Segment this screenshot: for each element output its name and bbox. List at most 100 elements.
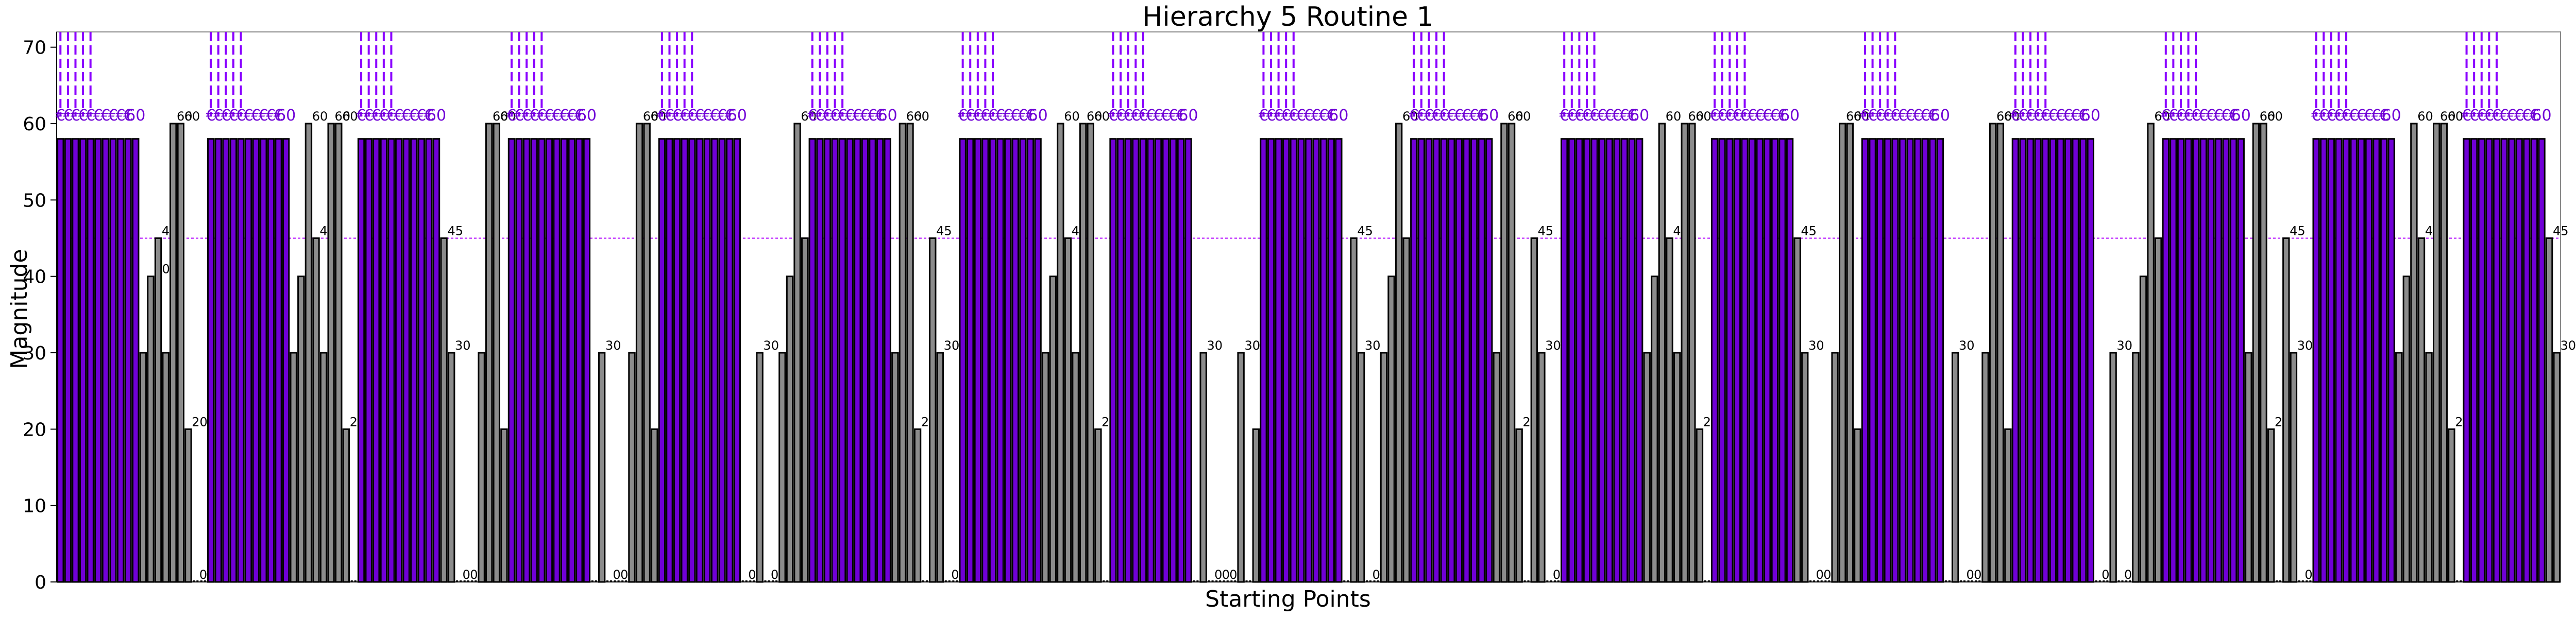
data-label: 30 xyxy=(605,338,621,353)
bar xyxy=(1387,276,1395,583)
bar xyxy=(778,352,786,583)
selected-bar xyxy=(2064,138,2072,583)
selected-bar xyxy=(846,138,854,583)
purple-data-label: € xyxy=(244,107,253,125)
purple-data-label: € xyxy=(1860,107,1870,125)
selected-bar xyxy=(57,138,64,583)
purple-data-label: € xyxy=(2221,107,2231,125)
purple-data-label: € xyxy=(1274,107,1283,125)
purple-data-label: € xyxy=(1748,107,1757,125)
purple-data-label: € xyxy=(2342,107,2351,125)
data-label: 60 xyxy=(500,109,516,124)
selected-bar xyxy=(876,138,884,583)
bar xyxy=(1064,237,1072,583)
selected-bar xyxy=(2320,138,2328,583)
purple-data-label: € xyxy=(1725,107,1735,125)
bar xyxy=(1057,123,1064,583)
selected-bar xyxy=(2042,138,2049,583)
bar xyxy=(936,352,944,583)
data-label: 60 xyxy=(643,109,659,124)
purple-data-label: € xyxy=(1920,107,1930,125)
purple-data-label: € xyxy=(1567,107,1577,125)
bar xyxy=(1801,352,1809,583)
data-label: 0 xyxy=(1823,568,1831,582)
selected-bar xyxy=(1109,138,1117,583)
purple-data-label: € xyxy=(717,107,727,125)
data-label: 30 xyxy=(2297,338,2313,353)
data-label: 30 xyxy=(763,338,779,353)
selected-bar xyxy=(260,138,267,583)
selected-bar xyxy=(1425,138,1433,583)
bar xyxy=(1688,123,1696,583)
bar xyxy=(1846,123,1854,583)
selected-bar xyxy=(1455,138,1463,583)
purple-data-label: € xyxy=(807,107,817,125)
selected-bar xyxy=(688,138,696,583)
data-label: 0 xyxy=(771,568,778,582)
bar xyxy=(335,123,343,583)
purple-data-label: 60 xyxy=(276,107,296,125)
bar xyxy=(2425,352,2433,583)
selected-bar xyxy=(1004,138,1012,583)
bar xyxy=(1793,237,1801,583)
selected-bar xyxy=(967,138,974,583)
data-label: 0 xyxy=(470,568,478,582)
selected-bar xyxy=(2079,138,2087,583)
data-label: 60 xyxy=(651,109,667,124)
purple-data-label: € xyxy=(973,107,982,125)
selected-bar xyxy=(64,138,72,583)
purple-data-label: € xyxy=(364,107,374,125)
purple-data-label: € xyxy=(251,107,261,125)
bar xyxy=(635,123,643,583)
data-label: 45 xyxy=(1801,224,1817,238)
purple-data-label: € xyxy=(2206,107,2216,125)
bar xyxy=(2553,352,2561,583)
purple-data-label: € xyxy=(2010,107,2020,125)
selected-bar xyxy=(2057,138,2064,583)
data-label: 30 xyxy=(1808,338,1824,353)
selected-bar xyxy=(703,138,711,583)
purple-data-label: € xyxy=(1154,107,1163,125)
purple-data-label: € xyxy=(1168,107,1178,125)
purple-data-label: € xyxy=(1740,107,1750,125)
purple-data-label: € xyxy=(259,107,268,125)
purple-data-label: € xyxy=(63,107,73,125)
bar xyxy=(899,123,907,583)
purple-data-label: € xyxy=(1432,107,1442,125)
data-label: 30 xyxy=(2561,338,2576,353)
bar xyxy=(1696,428,1704,583)
selected-bar xyxy=(244,138,252,583)
purple-data-label: € xyxy=(1123,107,1133,125)
selected-bar xyxy=(2072,138,2079,583)
bar xyxy=(2132,352,2140,583)
data-label: 0 xyxy=(199,568,207,582)
purple-data-label: € xyxy=(1477,107,1486,125)
purple-data-label: € xyxy=(1289,107,1298,125)
bar xyxy=(1094,428,1102,583)
data-label: 60 xyxy=(1087,109,1103,124)
selected-bar xyxy=(79,138,87,583)
purple-data-label: € xyxy=(1462,107,1471,125)
purple-data-label: € xyxy=(2213,107,2223,125)
data-label: 0 xyxy=(613,568,621,582)
selected-bar xyxy=(2162,138,2170,583)
selected-bar xyxy=(132,138,140,583)
purple-data-label: € xyxy=(560,107,569,125)
selected-bar xyxy=(372,138,380,583)
data-label: 60 xyxy=(1094,109,1110,124)
selected-bar xyxy=(854,138,861,583)
purple-data-label: € xyxy=(1259,107,1268,125)
selected-bar xyxy=(1177,138,1185,583)
purple-data-label: € xyxy=(725,107,735,125)
selected-bar xyxy=(1034,138,1042,583)
bar xyxy=(319,352,328,583)
data-label: 60 xyxy=(2448,109,2464,124)
selected-bar xyxy=(2019,138,2027,583)
purple-data-label: € xyxy=(2161,107,2171,125)
data-label: 60 xyxy=(335,109,351,124)
purple-data-label: € xyxy=(815,107,825,125)
selected-bar xyxy=(282,138,290,583)
data-label: 60 xyxy=(1688,109,1704,124)
bar xyxy=(478,352,485,583)
purple-data-label: € xyxy=(2311,107,2321,125)
